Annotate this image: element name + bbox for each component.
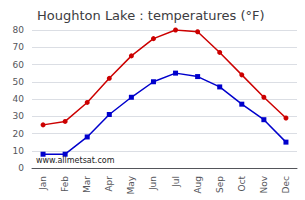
svg-text:70: 70 [13,42,25,52]
svg-text:20: 20 [13,129,25,139]
svg-text:Oct: Oct [237,176,247,192]
svg-text:Sep: Sep [215,176,225,193]
svg-text:Jun: Jun [148,176,158,191]
svg-text:Jan: Jan [38,176,48,191]
svg-text:May: May [126,175,136,194]
svg-text:Jul: Jul [171,176,181,188]
svg-text:60: 60 [13,60,25,70]
svg-text:50: 50 [13,77,25,87]
svg-text:Dec: Dec [281,176,291,193]
svg-text:40: 40 [13,94,25,104]
svg-text:Houghton Lake : temperatures (: Houghton Lake : temperatures (°F) [37,8,265,23]
svg-text:10: 10 [13,146,25,156]
svg-text:80: 80 [13,25,25,35]
svg-text:30: 30 [13,111,25,121]
svg-text:Nov: Nov [259,175,269,193]
svg-text:www.allmetsat.com: www.allmetsat.com [36,156,115,165]
svg-text:Mar: Mar [82,176,92,193]
svg-text:Aug: Aug [193,176,203,194]
svg-text:Apr: Apr [104,176,114,192]
svg-text:Feb: Feb [60,176,70,192]
svg-text:0: 0 [18,163,24,173]
